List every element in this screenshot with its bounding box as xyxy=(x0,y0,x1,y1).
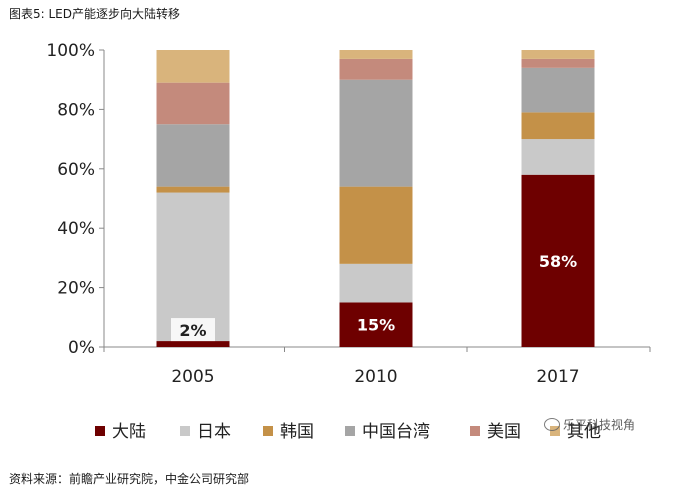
wechat-icon xyxy=(544,418,560,431)
x-category-label: 2017 xyxy=(536,367,579,387)
y-tick-label: 0% xyxy=(68,338,95,358)
y-tick-label: 40% xyxy=(57,219,95,239)
legend-label-1: 日本 xyxy=(197,422,231,442)
legend-swatch-0 xyxy=(95,426,105,436)
bar-2010-4 xyxy=(339,58,413,80)
y-tick-label: 20% xyxy=(57,279,95,299)
bar-2017-4 xyxy=(521,58,595,68)
legend-label-5: 其他 xyxy=(567,422,601,442)
bar-2010-2 xyxy=(339,186,413,264)
legend-swatch-5 xyxy=(550,426,560,436)
legend-swatch-3 xyxy=(345,426,355,436)
y-tick-label: 80% xyxy=(57,100,95,120)
bar-2010-1 xyxy=(339,263,413,303)
y-tick-label: 100% xyxy=(46,41,95,61)
legend-label-0: 大陆 xyxy=(112,422,146,442)
bar-2017-0 xyxy=(521,174,595,347)
x-category-label: 2005 xyxy=(171,367,214,387)
bar-2005-0 xyxy=(156,341,230,347)
legend-label-2: 韩国 xyxy=(280,422,314,442)
bar-2017-3 xyxy=(521,67,595,113)
x-category-label: 2010 xyxy=(354,367,397,387)
legend-swatch-2 xyxy=(263,426,273,436)
bar-2017-5 xyxy=(521,50,595,59)
bar-2005-5 xyxy=(156,50,230,83)
figure-title: 图表5: LED产能逐步向大陆转移 xyxy=(9,7,181,21)
source-note: 资料来源：前瞻产业研究院，中金公司研究部 xyxy=(9,472,250,486)
bar-2010-5 xyxy=(339,50,413,59)
watermark: 乐平科技视角 xyxy=(544,416,635,433)
y-tick-label: 60% xyxy=(57,160,95,180)
bar-2005-1 xyxy=(156,192,230,342)
legend-label-3: 中国台湾 xyxy=(362,422,430,442)
bar-2017-2 xyxy=(521,112,595,140)
legend-label-4: 美国 xyxy=(487,422,521,442)
bar-2005-3 xyxy=(156,124,230,187)
data-label-2005: 2% xyxy=(179,321,206,340)
bar-2010-3 xyxy=(339,79,413,187)
data-label-2010: 15% xyxy=(357,316,395,335)
legend-swatch-4 xyxy=(470,426,480,436)
bar-2017-1 xyxy=(521,139,595,175)
bar-2010-0 xyxy=(339,302,413,347)
bar-2005-2 xyxy=(156,186,230,193)
bar-2005-4 xyxy=(156,82,230,125)
watermark-text: 乐平科技视角 xyxy=(563,418,636,432)
data-label-2017: 58% xyxy=(539,252,577,271)
legend-swatch-1 xyxy=(180,426,190,436)
data-label-box xyxy=(171,318,215,342)
